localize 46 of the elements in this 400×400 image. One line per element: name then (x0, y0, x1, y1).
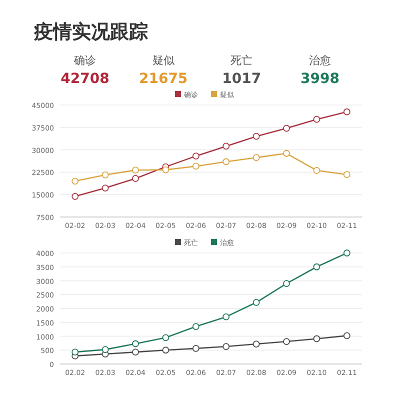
category-label: 疑似 (152, 54, 174, 67)
point (343, 171, 350, 178)
point (72, 348, 79, 356)
data-label: 42708 (60, 71, 110, 87)
point (313, 166, 320, 174)
point (102, 346, 109, 354)
data-label: 21675 (138, 71, 188, 87)
data-label: 1017 (222, 71, 262, 87)
point (102, 184, 109, 192)
point (343, 332, 350, 340)
category-label: 死亡 (230, 54, 253, 67)
category-label: 治愈 (309, 54, 331, 67)
point (192, 323, 200, 330)
point (313, 116, 320, 123)
point (283, 338, 290, 345)
point (162, 346, 170, 354)
category-label: 确诊 (73, 54, 96, 67)
point (252, 340, 260, 348)
point (343, 250, 350, 256)
point (313, 263, 320, 270)
point (162, 166, 170, 174)
point (192, 152, 200, 160)
point (222, 142, 230, 150)
point (72, 192, 79, 200)
point (222, 158, 230, 166)
point (252, 132, 260, 140)
point (192, 162, 200, 170)
point (162, 334, 170, 342)
point (192, 345, 200, 352)
point (283, 150, 290, 157)
point (102, 171, 109, 178)
point (313, 335, 320, 342)
point (132, 166, 139, 174)
point (283, 124, 290, 132)
point (222, 343, 230, 350)
point (72, 178, 79, 185)
data-label: 3998 (300, 71, 340, 87)
point (343, 108, 350, 116)
point (252, 154, 260, 162)
point (222, 313, 230, 320)
point (132, 348, 139, 356)
point (252, 298, 260, 306)
point (283, 280, 290, 287)
point (132, 175, 139, 182)
point (132, 340, 139, 348)
text: 疫情实况跟踪 (33, 21, 148, 43)
